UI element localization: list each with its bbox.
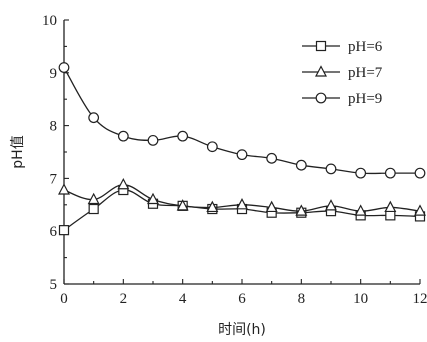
legend-square-marker — [315, 40, 327, 52]
y-tick-label: 9 — [50, 66, 58, 82]
circle-marker — [384, 167, 396, 179]
x-tick-label: 12 — [413, 291, 427, 307]
triangle-marker — [414, 204, 426, 216]
circle-marker — [147, 134, 159, 146]
legend-label: pH=7 — [348, 65, 383, 81]
circle-marker — [206, 141, 218, 153]
legend-circle-marker — [315, 92, 327, 104]
triangle-marker — [265, 200, 278, 213]
legend-triangle-marker — [315, 65, 327, 77]
circle-marker — [117, 130, 129, 142]
triangle-marker — [147, 192, 159, 205]
circle-marker — [325, 163, 337, 175]
series-pH=9 — [58, 62, 426, 179]
circle-marker — [236, 149, 248, 161]
triangle-marker — [206, 200, 219, 213]
x-tick-label: 8 — [298, 291, 306, 307]
triangle-marker — [117, 177, 130, 190]
y-tick-label: 8 — [50, 119, 58, 135]
legend-label: pH=9 — [348, 91, 382, 107]
circle-marker — [355, 167, 367, 179]
triangle-marker — [384, 200, 397, 213]
triangle-marker — [325, 199, 337, 211]
legend-item: pH=6 — [302, 39, 383, 55]
square-marker — [385, 210, 396, 221]
legend-item: pH=9 — [302, 91, 382, 107]
y-axis-title: pH值 — [10, 135, 26, 168]
circle-marker — [266, 152, 278, 164]
series-group — [58, 62, 426, 236]
square-marker — [88, 203, 99, 215]
triangle-marker — [354, 204, 367, 216]
x-tick-label: 2 — [120, 291, 128, 307]
x-tick-label: 4 — [179, 291, 187, 307]
x-tick-label: 6 — [238, 291, 246, 307]
triangle-marker — [87, 192, 100, 205]
x-tick-label: 10 — [353, 291, 368, 307]
circle-marker — [58, 62, 70, 73]
legend-item: pH=7 — [302, 65, 383, 81]
circle-marker — [414, 167, 426, 179]
legend: pH=6 pH=7 pH=9 — [302, 39, 383, 107]
square-marker — [58, 225, 70, 236]
x-tick-label: 0 — [60, 291, 68, 307]
y-tick-label: 7 — [50, 171, 58, 187]
y-tick-label: 10 — [42, 13, 57, 29]
x-axis-title: 时间(h) — [218, 322, 266, 338]
triangle-marker — [58, 183, 70, 195]
triangle-marker — [295, 204, 308, 216]
circle-marker — [177, 130, 189, 142]
circle-marker — [88, 112, 100, 124]
circle-marker — [295, 159, 307, 171]
series-pH=7 — [58, 177, 426, 216]
y-tick-label: 6 — [50, 224, 58, 240]
y-tick-label: 5 — [50, 277, 58, 293]
triangle-marker — [176, 199, 189, 211]
triangle-marker — [236, 198, 248, 210]
ticks: 0 2 4 6 8 10 12 5 6 7 8 9 10 — [42, 13, 427, 307]
legend-label: pH=6 — [348, 39, 383, 55]
